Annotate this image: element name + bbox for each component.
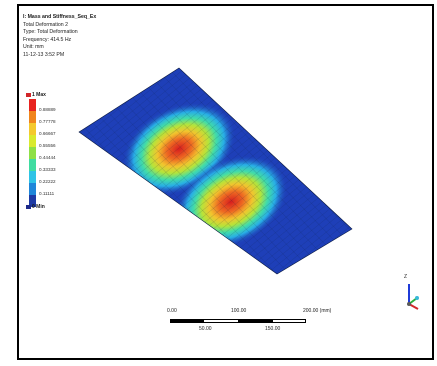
coordinate-triad[interactable]: Z bbox=[403, 274, 432, 312]
color-legend[interactable]: 1 Max 0.88889 0.77778 0.66667 0.55556 0.… bbox=[24, 92, 84, 214]
result-line: Total Deformation 2 bbox=[23, 21, 68, 28]
scale-label: 0.00 bbox=[167, 308, 177, 314]
min-marker-icon bbox=[26, 205, 31, 209]
legend-tick: 0.77778 bbox=[39, 119, 56, 124]
viewport-frame: I: Mass and Stiffness_Seq_Ex Total Defor… bbox=[17, 4, 434, 360]
result-line: Frequency: 414.5 Hz bbox=[23, 36, 72, 43]
legend-swatch bbox=[29, 123, 36, 135]
scale-bar: 0.00 100.00 200.00 (mm) 50.00 150.00 bbox=[167, 306, 337, 346]
legend-tick: 0.66667 bbox=[39, 131, 56, 136]
legend-tick: 0.22222 bbox=[39, 179, 56, 184]
triad-axes-icon bbox=[407, 284, 419, 310]
result-info: I: Mass and Stiffness_Seq_Ex Total Defor… bbox=[23, 14, 96, 60]
legend-tick: 0.55556 bbox=[39, 143, 56, 148]
legend-swatch bbox=[29, 195, 36, 207]
legend-min-label: 0 Min bbox=[32, 204, 45, 210]
scale-segment bbox=[238, 319, 272, 323]
scale-segment bbox=[204, 319, 238, 323]
triad-z-label: Z bbox=[404, 274, 408, 280]
legend-max-label: 1 Max bbox=[32, 92, 46, 98]
legend-swatch bbox=[29, 135, 36, 147]
legend-swatch bbox=[29, 159, 36, 171]
deformation-plot[interactable] bbox=[19, 6, 432, 358]
legend-tick: 0.33333 bbox=[39, 167, 56, 172]
legend-swatch bbox=[29, 99, 36, 111]
scale-segment bbox=[170, 319, 204, 323]
legend-tick: 0.88889 bbox=[39, 107, 56, 112]
legend-swatch bbox=[29, 171, 36, 183]
result-line: Type: Total Deformation bbox=[23, 29, 78, 36]
max-marker-icon bbox=[26, 93, 31, 97]
legend-swatch bbox=[29, 147, 36, 159]
legend-tick: 0.11111 bbox=[39, 191, 55, 196]
scale-label: 150.00 bbox=[265, 326, 281, 332]
legend-swatch bbox=[29, 111, 36, 123]
result-line: Unit: mm bbox=[23, 44, 44, 51]
result-line: 11-12-13 3:52 PM bbox=[23, 51, 65, 58]
scale-segment bbox=[272, 319, 306, 323]
result-title: I: Mass and Stiffness_Seq_Ex bbox=[23, 14, 97, 20]
legend-swatch bbox=[29, 183, 36, 195]
scale-label: 200.00 (mm) bbox=[303, 308, 332, 314]
scale-label: 100.00 bbox=[231, 308, 247, 314]
legend-tick: 0.44444 bbox=[39, 155, 56, 160]
scale-label: 50.00 bbox=[199, 326, 212, 332]
